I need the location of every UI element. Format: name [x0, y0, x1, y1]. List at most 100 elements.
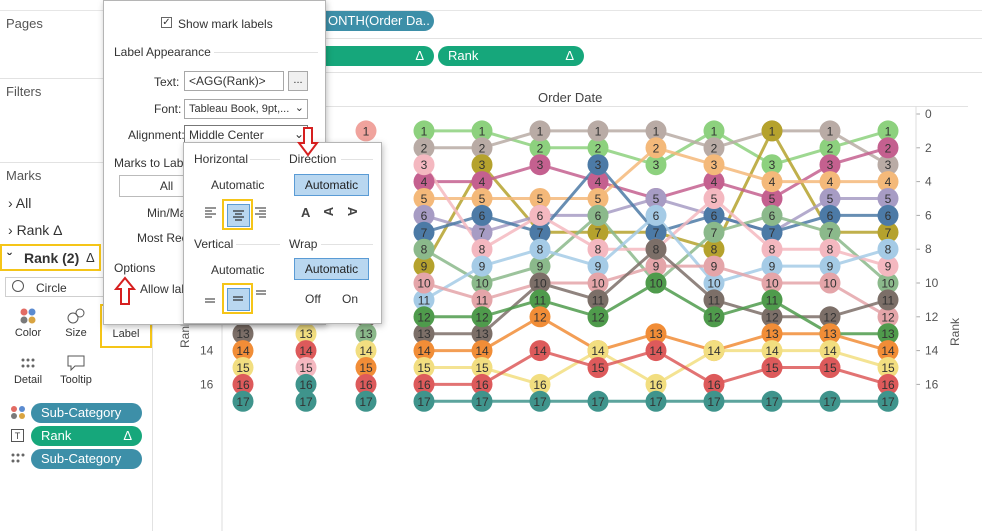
rank-point [645, 120, 667, 142]
rank-data-label: 14 [591, 344, 605, 358]
direction-right-icon[interactable]: A [345, 206, 361, 217]
text-value-field[interactable]: <AGG(Rank)> [184, 71, 284, 91]
rows-rank-pill-2[interactable]: Rank Δ [438, 46, 584, 66]
show-labels-checkbox[interactable]: ✓ [161, 17, 172, 28]
rank-point [529, 137, 551, 159]
rank-point [703, 154, 725, 176]
detail-card[interactable]: Detail [8, 352, 48, 392]
rank-data-label: 9 [595, 260, 602, 274]
marks-all-row[interactable]: › All [8, 195, 31, 211]
rank-data-label: 1 [537, 124, 544, 138]
marks-rank-row[interactable]: › Rank Δ [8, 222, 63, 238]
wrap-automatic-button[interactable]: Automatic [294, 258, 369, 280]
rank-data-label: 8 [595, 243, 602, 257]
rank-data-label: 3 [653, 158, 660, 172]
rank-point [587, 340, 609, 362]
rank-data-label: 17 [475, 395, 489, 409]
rank-point [819, 323, 841, 345]
rank-point [413, 154, 435, 176]
align-right-icon[interactable] [254, 206, 267, 218]
align-middle-button[interactable] [222, 283, 253, 314]
rank-point [413, 373, 435, 395]
rank-point [877, 306, 899, 328]
rows-rank-pill-1[interactable]: Δ [318, 46, 434, 66]
rank-data-label: 8 [479, 243, 486, 257]
direction-up-icon[interactable]: A [301, 205, 311, 220]
size-card-label: Size [65, 327, 87, 339]
tooltip-card[interactable]: Tooltip [56, 352, 96, 392]
subcategory-detail-pill[interactable]: Sub-Category [31, 449, 142, 469]
y-tick-label-left: 16 [200, 377, 214, 391]
rank-data-label: 6 [711, 209, 718, 223]
rank-data-label: 2 [479, 141, 486, 155]
rank-point [703, 255, 725, 277]
rank-point [819, 390, 841, 412]
rank-point [529, 204, 551, 226]
rank-data-label: 15 [299, 361, 313, 375]
rank-point [819, 238, 841, 260]
rank-point [645, 188, 667, 209]
rank-point [761, 204, 783, 226]
rank-point [703, 221, 725, 243]
align-left-icon[interactable] [204, 206, 217, 218]
rank-data-label: 15 [765, 361, 779, 375]
rank-point [413, 120, 435, 142]
rank-point [703, 289, 725, 311]
align-bottom-icon[interactable] [204, 296, 216, 304]
rank-data-label: 14 [299, 344, 313, 358]
direction-automatic-button[interactable]: Automatic [294, 174, 369, 196]
rank-point [761, 357, 783, 378]
rank-data-label: 12 [475, 310, 489, 324]
rank-data-label: 2 [537, 141, 544, 155]
rank-point [761, 255, 783, 277]
text-label: Text: [154, 75, 180, 89]
rank-point [877, 357, 899, 378]
horizontal-automatic[interactable]: Automatic [211, 178, 265, 192]
toolbar-strip [0, 0, 982, 11]
alignment-dropdown[interactable]: Middle Center ⌄ [184, 125, 308, 145]
rank-point [877, 255, 899, 277]
align-center-icon [233, 210, 244, 221]
direction-left-icon[interactable]: A [321, 206, 337, 217]
direction-heading: Direction [289, 152, 337, 166]
rank-data-label: 17 [881, 395, 895, 409]
rank-data-label: 6 [537, 209, 544, 223]
rank-point [295, 373, 317, 395]
rank-point [703, 306, 725, 328]
align-top-icon[interactable] [255, 289, 267, 297]
rank-point [355, 390, 377, 412]
rank-point [703, 137, 725, 159]
rank-data-label: 4 [595, 175, 602, 189]
rank-point [761, 120, 783, 142]
most-recent-option[interactable]: Most Rece [137, 231, 195, 245]
rank-label-pill[interactable]: Rank Δ [31, 426, 142, 446]
vertical-automatic[interactable]: Automatic [211, 263, 265, 277]
wrap-on-option[interactable]: On [342, 292, 359, 306]
align-center-button[interactable] [222, 199, 253, 230]
allow-labels-option[interactable]: Allow lab [140, 282, 189, 296]
chevron-down-icon: ⌄ [294, 102, 304, 114]
color-card[interactable]: Color [8, 305, 48, 345]
tooltip-icon [56, 352, 96, 374]
rank-data-label: 5 [885, 192, 892, 206]
font-dropdown[interactable]: Tableau Book, 9pt,... ⌄ [184, 99, 308, 119]
rank-pill-text: Rank [41, 428, 72, 443]
delta-icon: Δ [565, 48, 574, 63]
size-card[interactable]: Size [56, 305, 96, 345]
red-down-arrow-icon [297, 127, 319, 157]
section-divider [341, 159, 373, 160]
rank-point [471, 137, 493, 159]
columns-order-date-pill[interactable]: ONTH(Order Da.. [318, 11, 434, 31]
rank-data-label: 14 [236, 344, 250, 358]
subcategory-color-pill[interactable]: Sub-Category [31, 403, 142, 423]
text-edit-button[interactable]: ... [288, 71, 308, 91]
rank-data-label: 4 [885, 175, 892, 189]
rank-data-label: 11 [766, 293, 779, 307]
rank-data-label: 17 [236, 395, 250, 409]
rank-data-label: 14 [417, 344, 431, 358]
min-max-option[interactable]: Min/Max [147, 206, 193, 220]
marks-rank2-row[interactable]: ˇ Rank (2) Δ [0, 244, 101, 271]
rank-point [529, 289, 551, 311]
wrap-off-option[interactable]: Off [305, 292, 321, 306]
rank-point [645, 390, 667, 412]
